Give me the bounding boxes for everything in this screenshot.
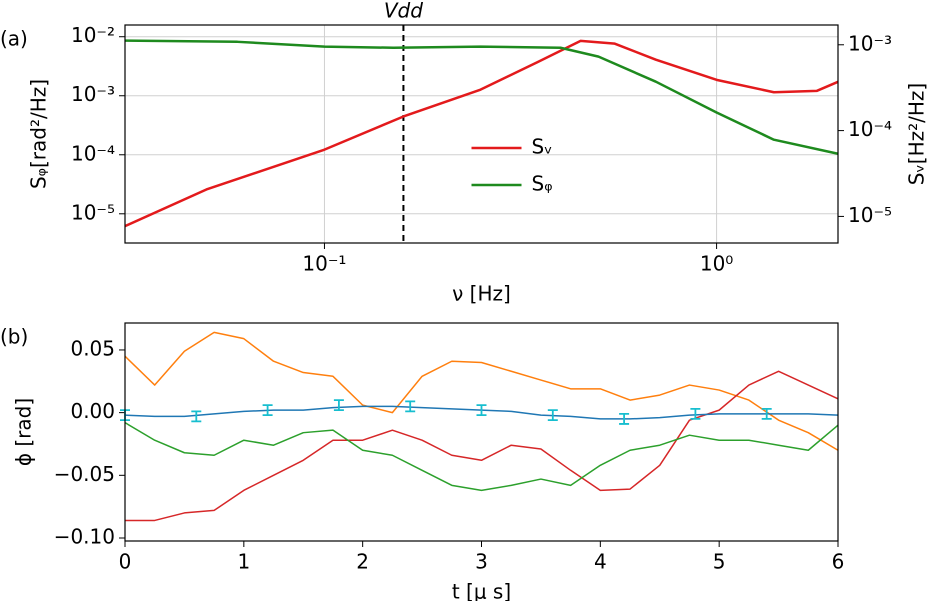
x-tick-label: 10⁰ bbox=[700, 252, 733, 276]
error-bar bbox=[333, 399, 344, 412]
error-bar bbox=[761, 407, 772, 420]
error-bar bbox=[405, 400, 416, 413]
error-bar bbox=[191, 410, 202, 423]
series-line bbox=[124, 39, 839, 228]
x-axis-label: t [μ s] bbox=[452, 580, 511, 602]
y-tick-label: 10⁻² bbox=[71, 23, 115, 47]
panel-label: (a) bbox=[0, 27, 28, 51]
x-tick-label: 3 bbox=[475, 550, 488, 574]
x-tick-label: 0 bbox=[119, 550, 132, 574]
error-bar bbox=[547, 409, 558, 422]
y-tick-label: 10⁻⁵ bbox=[71, 200, 115, 224]
legend-label: Sᵥ bbox=[532, 135, 553, 159]
series-line bbox=[124, 422, 839, 492]
annotation-label: Vdd bbox=[384, 0, 423, 23]
plot-frame bbox=[124, 24, 839, 244]
y-tick-label: 0.05 bbox=[70, 336, 115, 360]
y-axis-label: Sᵩ[rad²/Hz] bbox=[27, 79, 51, 189]
series-line bbox=[125, 370, 839, 522]
x-tick-label: 6 bbox=[832, 550, 845, 574]
x-tick-label: 2 bbox=[356, 550, 369, 574]
error-bar bbox=[262, 404, 273, 417]
y-tick-label: 10⁻³ bbox=[71, 82, 115, 106]
error-bar bbox=[619, 412, 630, 425]
y2-tick-label: 10⁻⁵ bbox=[848, 203, 892, 227]
plot-frame bbox=[124, 322, 839, 542]
y-tick-label: −0.10 bbox=[54, 524, 115, 548]
x-tick-label: 1 bbox=[237, 550, 250, 574]
y-tick-label: −0.05 bbox=[54, 462, 115, 486]
series-line bbox=[124, 331, 839, 451]
x-tick-label: 4 bbox=[594, 550, 607, 574]
panel-label: (b) bbox=[0, 325, 28, 349]
x-tick-label: 10⁻¹ bbox=[302, 252, 346, 276]
y2-axis-label: Sᵥ[Hz²/Hz] bbox=[905, 83, 929, 185]
x-tick-label: 5 bbox=[713, 550, 726, 574]
error-bar bbox=[476, 404, 487, 417]
series-line bbox=[124, 39, 839, 155]
error-bar bbox=[690, 407, 701, 420]
x-axis-label: ν [Hz] bbox=[452, 282, 511, 306]
y2-tick-label: 10⁻³ bbox=[848, 31, 892, 55]
legend-label: Sᵩ bbox=[532, 172, 553, 196]
y-tick-label: 10⁻⁴ bbox=[71, 141, 115, 165]
y2-tick-label: 10⁻⁴ bbox=[848, 117, 892, 141]
y-axis-label: ϕ [rad] bbox=[12, 398, 36, 466]
y-tick-label: 0.00 bbox=[70, 399, 115, 423]
